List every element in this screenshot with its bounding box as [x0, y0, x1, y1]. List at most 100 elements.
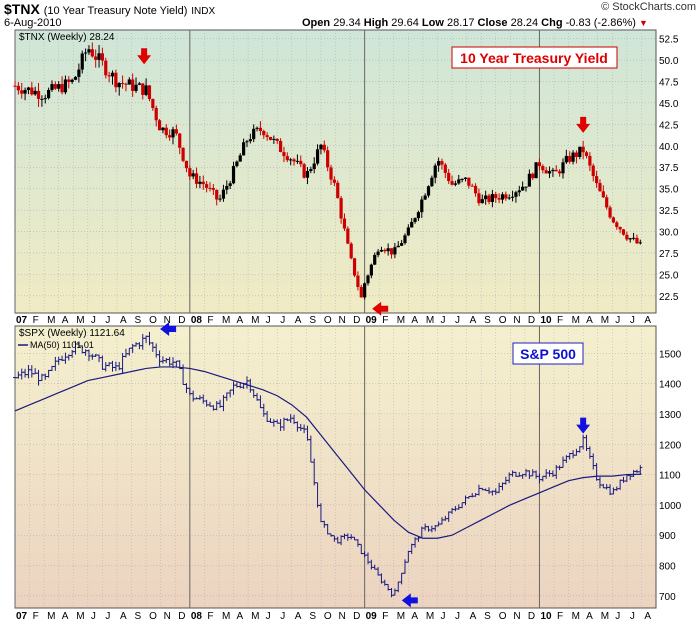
- tnx-bar-body: [268, 136, 273, 140]
- tnx-bar-body: [369, 264, 373, 276]
- spx-ma-line: [14, 366, 642, 539]
- blue-arrow-down-icon: [576, 417, 591, 434]
- tnx-bar-body: [470, 185, 474, 187]
- top-x-tick-label: A: [644, 315, 651, 326]
- tnx-bar-body: [547, 171, 552, 174]
- tnx-bar-body: [100, 53, 105, 61]
- tnx-bar-body: [258, 127, 263, 131]
- tnx-bar-body: [406, 227, 410, 236]
- bottom-x-tick-label: M: [601, 611, 609, 622]
- tnx-bar-body: [53, 84, 57, 89]
- bottom-x-tick-label: O: [324, 611, 332, 622]
- bottom-x-tick-label: M: [251, 611, 259, 622]
- tnx-bar-body: [396, 245, 400, 248]
- tnx-bar-body: [346, 228, 350, 244]
- tnx-bar-body: [524, 186, 528, 188]
- tnx-bar-body: [312, 163, 316, 170]
- tnx-bar-body: [252, 128, 256, 140]
- tnx-bar-body: [460, 178, 464, 180]
- tnx-bar-body: [363, 283, 367, 298]
- bottom-x-tick-label: A: [295, 611, 302, 622]
- bottom-x-tick-label: J: [630, 611, 635, 622]
- top-y-tick-label: 42.5: [659, 120, 679, 131]
- tnx-bar-body: [242, 142, 246, 156]
- close-value: 28.24: [510, 17, 539, 29]
- tnx-bar-body: [507, 197, 511, 199]
- chg-label: Chg: [541, 17, 563, 29]
- tnx-bar-body: [591, 165, 595, 177]
- top-x-tick-label: D: [528, 315, 535, 326]
- top-x-tick-label: D: [353, 315, 360, 326]
- tnx-bar-body: [309, 169, 313, 172]
- tnx-bar-body: [635, 237, 639, 244]
- tnx-bar-body: [131, 79, 135, 91]
- tnx-bar-body: [255, 127, 259, 129]
- bottom-x-tick-label: J: [455, 611, 460, 622]
- bottom-x-tick-label: F: [207, 611, 213, 622]
- tnx-bar-body: [151, 99, 155, 108]
- bottom-x-tick-label: N: [339, 611, 346, 622]
- tnx-bar-body: [114, 72, 118, 88]
- tnx-bar-body: [83, 52, 88, 54]
- low-value: 28.17: [446, 17, 475, 29]
- tnx-bar-body: [504, 194, 508, 199]
- tnx-bar-body: [26, 87, 31, 90]
- annotation-arrows: [137, 48, 591, 608]
- tnx-bar-body: [278, 140, 283, 153]
- top-x-tick-label: M: [76, 315, 84, 326]
- low-label: Low: [421, 17, 444, 29]
- red-arrow-down-icon: [576, 116, 591, 133]
- top-x-tick-label: J: [105, 315, 110, 326]
- bottom-x-tick-label: A: [586, 611, 593, 622]
- top-x-tick-label: A: [411, 315, 418, 326]
- top-x-tick-label: J: [615, 315, 620, 326]
- down-triangle-icon: ▼: [639, 18, 648, 28]
- tnx-bar-body: [80, 53, 84, 70]
- bottom-x-tick-label: A: [470, 611, 477, 622]
- top-x-tick-label: A: [295, 315, 302, 326]
- tnx-bar-body: [181, 147, 185, 161]
- tnx-bar-body: [332, 179, 336, 183]
- tnx-bar-body: [87, 49, 91, 53]
- top-x-tick-label: F: [207, 315, 213, 326]
- tnx-bar-body: [208, 187, 212, 189]
- tnx-bar-body: [413, 218, 417, 222]
- tnx-bar-body: [527, 173, 531, 187]
- top-x-tick-label: J: [91, 315, 96, 326]
- bottom-x-tick-label: M: [426, 611, 434, 622]
- tnx-bar-body: [117, 82, 121, 88]
- tnx-bar-body: [292, 159, 296, 162]
- tnx-bar-body: [43, 98, 47, 100]
- brand-label[interactable]: © StockCharts.com: [601, 1, 696, 13]
- tnx-bar-body: [238, 155, 242, 162]
- tnx-bar-body: [561, 162, 565, 174]
- tnx-bar-body: [30, 87, 34, 95]
- tnx-bar-body: [228, 183, 232, 186]
- tnx-bar-body: [531, 173, 535, 179]
- tnx-bar-body: [184, 160, 189, 169]
- top-x-tick-label: N: [513, 315, 520, 326]
- top-x-tick-label: S: [309, 315, 316, 326]
- tnx-bar-body: [453, 183, 458, 185]
- top-y-axis: 22.5 25.0 27.5 30.0 32.5 35.0 37.5 40.0 42.5 45.0…: [659, 35, 679, 303]
- tnx-bar-body: [393, 247, 397, 255]
- tnx-bar-body: [598, 183, 602, 192]
- bottom-y-tick-label: 900: [659, 531, 676, 542]
- tnx-bar-body: [420, 199, 424, 213]
- top-x-tick-label: N: [164, 315, 171, 326]
- tnx-bar-body: [178, 133, 182, 148]
- tnx-bar-body: [352, 258, 357, 276]
- tnx-bar-body: [578, 146, 582, 157]
- tnx-bar-body: [198, 181, 202, 184]
- bottom-x-tick-label: 07: [16, 611, 28, 622]
- tnx-bar-body: [436, 161, 441, 166]
- exchange-label: INDX: [191, 6, 216, 17]
- bottom-y-tick-label: 1200: [659, 440, 682, 451]
- top-x-tick-label: J: [440, 315, 445, 326]
- tnx-bar-body: [403, 235, 407, 244]
- tnx-bar-body: [389, 248, 394, 255]
- symbol-ticker: $TNX: [4, 1, 40, 17]
- top-legend: $TNX (Weekly) 28.24: [19, 32, 115, 43]
- tnx-bar-body: [174, 129, 178, 134]
- bottom-x-tick-label: J: [615, 611, 620, 622]
